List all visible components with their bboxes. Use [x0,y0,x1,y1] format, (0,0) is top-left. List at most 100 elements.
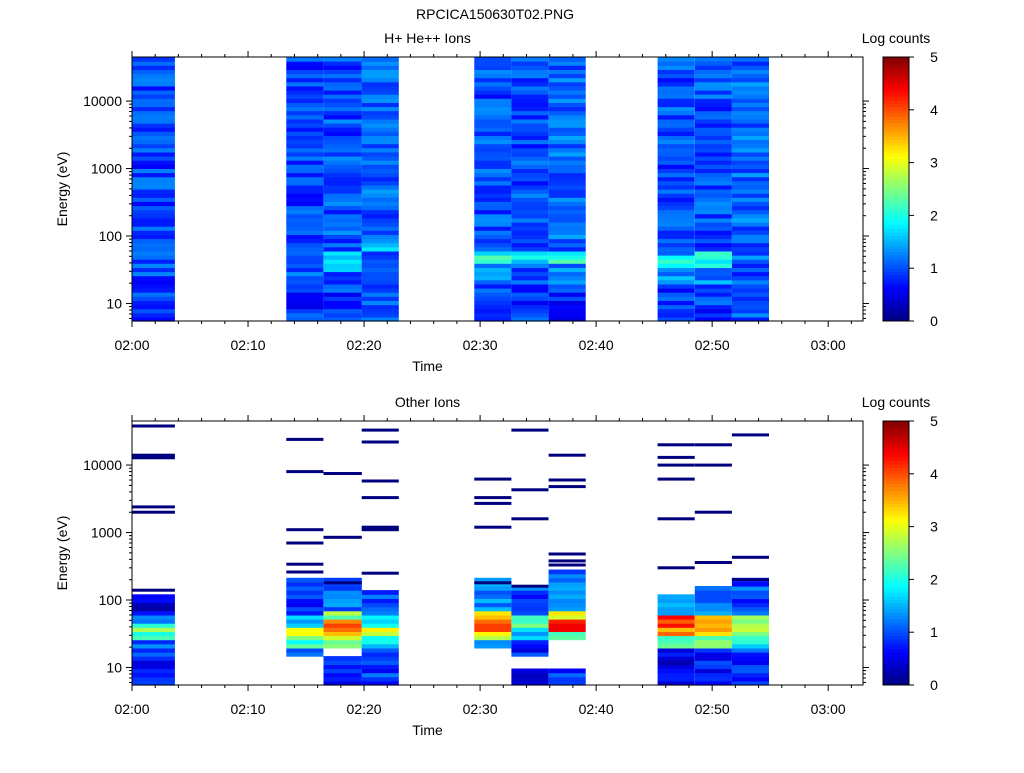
spectrogram-cell [511,230,549,235]
colorbar-segment [883,582,909,587]
spectrogram-cell [511,668,549,674]
spectrogram-cell [132,664,175,670]
spectrogram-cell [286,271,324,277]
spectrogram-cell [657,635,695,641]
spectrogram-cell [361,217,399,223]
spectrogram-cell [132,246,175,252]
spectrogram-cell [548,222,586,227]
spectrogram-cell [361,222,399,227]
spectrogram-cell [361,614,399,620]
spectrogram-cell [132,139,175,145]
spectrogram-cell [474,627,512,632]
spectrogram-cell [361,230,399,235]
spectrogram-cell [361,184,399,190]
spectrogram-cell [548,230,586,235]
spectrogram-cell [694,205,732,211]
spectrogram-cell [657,606,695,612]
spectrogram-cell [694,81,732,87]
colorbar-tick-label: 4 [930,466,938,482]
spectrogram-cell [694,127,732,132]
spectrogram-cell [361,226,399,231]
spectrogram-cell [548,316,586,322]
spectrogram-cell [731,610,769,616]
spectrogram-cell [132,156,175,161]
colorbar-segment [883,182,909,187]
spectrogram-cell [286,197,324,202]
spectrogram-cell [694,238,732,244]
spectrogram-cell [511,238,549,244]
spectrogram-cell [286,238,324,244]
spectrogram-cell [361,118,399,124]
spectrogram-cell [548,193,586,198]
spectrogram-cell [657,135,695,141]
spectrogram-cell [132,631,175,637]
panel-title: H+ He++ Ions [384,30,471,46]
spectrogram-cell [474,614,512,620]
colorbar-segment [883,658,909,663]
colorbar-tick-label: 4 [930,102,938,118]
spectrogram-cell [132,77,175,83]
spectrogram-cell [548,217,586,223]
spectrogram-cell [286,283,324,289]
colorbar-segment [883,605,909,610]
spectrogram-cell [548,304,586,310]
spectrogram-cell [548,246,586,252]
spectrogram-cell [694,135,732,141]
spectrogram-cell [511,85,549,91]
spectrogram-cell [657,57,695,62]
spectrogram-cell [548,250,586,256]
spectrogram-cell [474,131,512,136]
spectrogram-cell [286,606,324,612]
spectrogram-cell [361,594,399,599]
spectrogram-cell [361,292,399,297]
colorbar-segment [883,258,909,263]
colorbar-tick-label: 0 [930,677,938,693]
spectrogram-cell [286,627,324,632]
spectrogram-cell [361,156,399,161]
spectrogram-cell [286,279,324,285]
spectrogram-cell [694,242,732,248]
colorbar-segment [883,76,909,81]
spectrogram-cell [474,255,512,260]
colorbar-segment [883,225,909,230]
spectrogram-cell [694,213,732,219]
colorbar-segment [883,447,909,452]
spectrogram-cell [323,168,362,174]
colorbar-tick-label: 1 [930,260,938,276]
spectrogram-cell [511,94,549,99]
spectrogram-cell [731,123,769,128]
spectrogram-column [132,594,175,686]
spectrogram-cell [286,639,324,645]
spectrogram-cell [731,102,769,108]
spectrogram-cell [731,209,769,215]
spectrogram-cell [548,573,586,579]
spectrogram-cell [694,635,732,641]
spectrogram-cell [286,61,324,66]
spectrogram-cell [731,283,769,289]
spectrogram-cell [361,238,399,244]
spectrogram-cell [286,643,324,649]
colorbar-segment [883,595,909,600]
colorbar-segment [883,556,909,561]
spectrogram-cell [323,106,362,112]
spectrogram-cell [511,619,549,624]
spectrogram-cell [548,110,586,116]
colorbar-segment [883,477,909,481]
spectrogram-cell [657,275,695,281]
spectrogram-cell [511,598,549,604]
spectrogram-cell [132,143,175,149]
spectrogram-cell [511,147,549,153]
colorbar-segment [883,655,909,660]
spectrogram-cell [657,94,695,99]
spectrogram-cell [286,304,324,310]
spectrogram-cell [694,246,732,252]
spectrogram-cell [657,250,695,256]
spectrogram-cell [657,631,695,637]
spectrogram-cell [731,296,769,301]
spectrogram-cell [694,639,732,645]
spectrogram-cell [511,139,549,145]
colorbar-segment [883,487,909,491]
y-tick-label: 1000 [91,525,122,541]
spectrogram-cell [132,73,175,79]
colorbar-segment [883,470,909,475]
